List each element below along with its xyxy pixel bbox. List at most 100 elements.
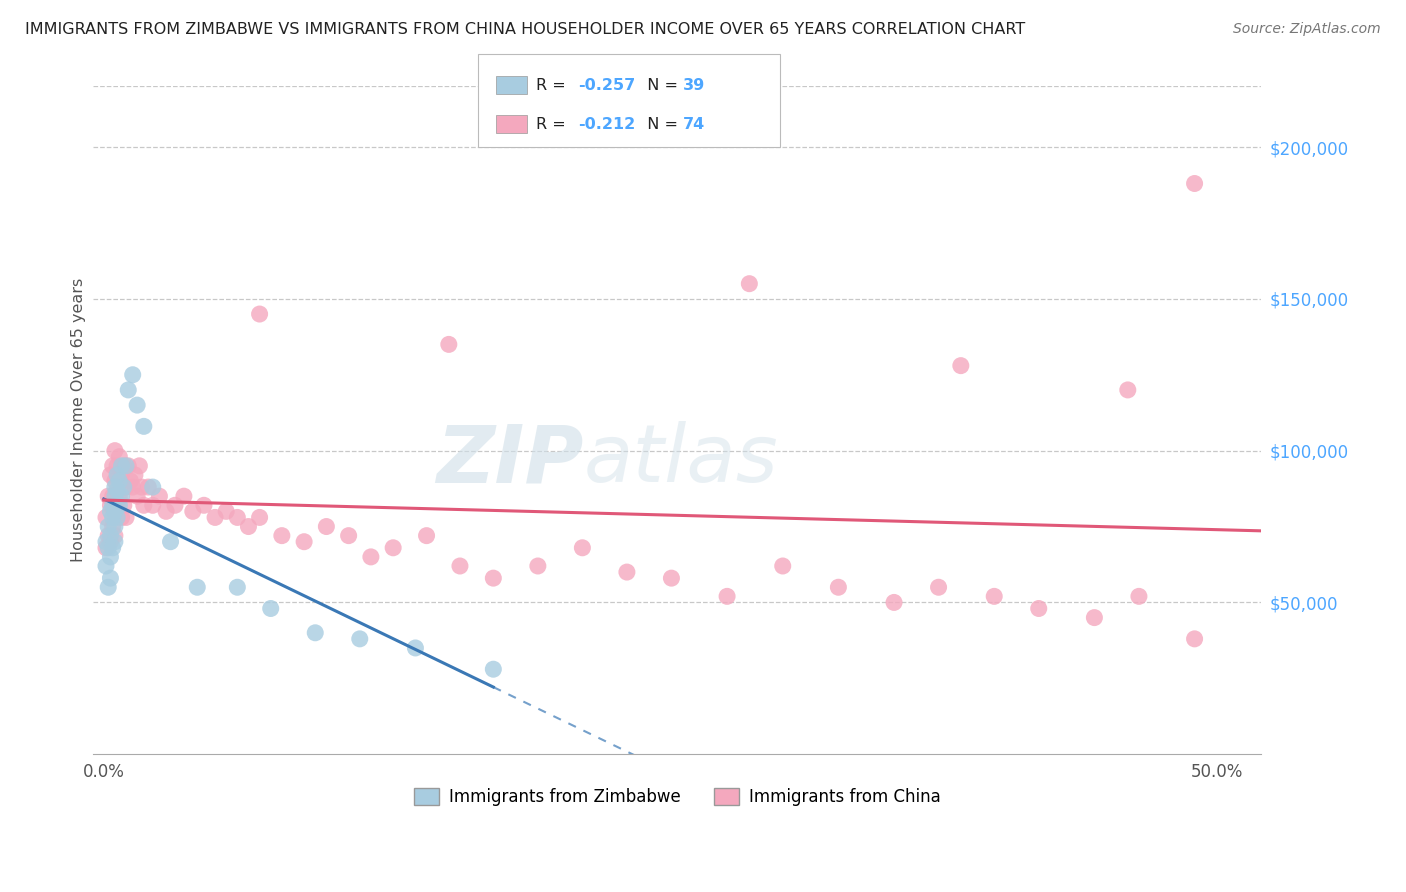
Point [1184,177,1206,191]
Point [115,510,138,524]
Point [104,504,127,518]
Point [204,510,226,524]
Point [571,541,593,555]
Point [100,571,122,585]
Point [105,510,128,524]
Text: N =: N = [637,117,683,132]
Text: Source: ZipAtlas.com: Source: ZipAtlas.com [1233,22,1381,37]
Point [337,528,360,542]
Point [1083,610,1105,624]
Point [132,419,155,434]
Point [110,510,132,524]
Point [1184,632,1206,646]
Text: -0.212: -0.212 [578,117,636,132]
Point [104,489,127,503]
Text: 74: 74 [683,117,706,132]
Point [315,519,337,533]
Point [108,450,131,464]
Point [105,467,128,482]
Point [155,504,177,518]
Point [101,458,124,473]
Point [101,498,124,512]
Point [132,498,155,512]
Point [616,565,638,579]
Point [104,474,127,488]
Point [120,474,142,488]
Text: R =: R = [536,117,571,132]
Point [304,625,326,640]
Point [97,528,120,542]
Point [226,510,249,524]
Point [108,489,131,503]
Point [112,458,135,473]
Point [173,489,195,503]
Point [131,480,153,494]
Point [260,601,283,615]
Point [104,443,127,458]
Point [186,580,208,594]
Point [104,519,127,533]
Point [127,489,149,503]
Point [104,480,127,494]
Text: -0.257: -0.257 [578,78,636,93]
Point [382,541,405,555]
Point [163,498,186,512]
Point [115,480,138,494]
Point [292,534,315,549]
Point [124,467,146,482]
Legend: Immigrants from Zimbabwe, Immigrants from China: Immigrants from Zimbabwe, Immigrants fro… [406,781,948,813]
Point [104,534,127,549]
Point [101,489,124,503]
Point [94,541,117,555]
Text: N =: N = [637,78,683,93]
Point [100,528,122,542]
Point [100,549,122,564]
Point [94,534,117,549]
Point [112,480,135,494]
Point [128,458,150,473]
Point [108,498,131,512]
Point [121,368,143,382]
Point [105,458,128,473]
Point [115,458,138,473]
Point [101,510,124,524]
Point [142,480,165,494]
Point [249,307,271,321]
Point [97,489,120,503]
Point [136,480,159,494]
Point [181,504,204,518]
Point [148,489,170,503]
Point [527,559,550,574]
Point [238,519,260,533]
Point [1116,383,1139,397]
Point [117,458,139,473]
Point [482,571,505,585]
Point [661,571,683,585]
Point [97,519,120,533]
Point [127,398,149,412]
Point [110,467,132,482]
Point [270,528,292,542]
Point [105,498,128,512]
Point [193,498,215,512]
Point [1128,590,1150,604]
Point [142,498,165,512]
Y-axis label: Householder Income Over 65 years: Householder Income Over 65 years [72,278,86,563]
Point [215,504,238,518]
Text: IMMIGRANTS FROM ZIMBABWE VS IMMIGRANTS FROM CHINA HOUSEHOLDER INCOME OVER 65 YEA: IMMIGRANTS FROM ZIMBABWE VS IMMIGRANTS F… [25,22,1025,37]
Point [117,383,139,397]
Point [716,590,738,604]
Point [101,519,124,533]
Point [94,510,117,524]
Point [159,534,181,549]
Point [437,337,460,351]
Text: ZIP: ZIP [436,421,583,500]
Point [110,458,132,473]
Point [97,580,120,594]
Point [360,549,382,564]
Point [97,541,120,555]
Point [100,534,122,549]
Point [226,580,249,594]
Point [108,474,131,488]
Point [104,498,127,512]
